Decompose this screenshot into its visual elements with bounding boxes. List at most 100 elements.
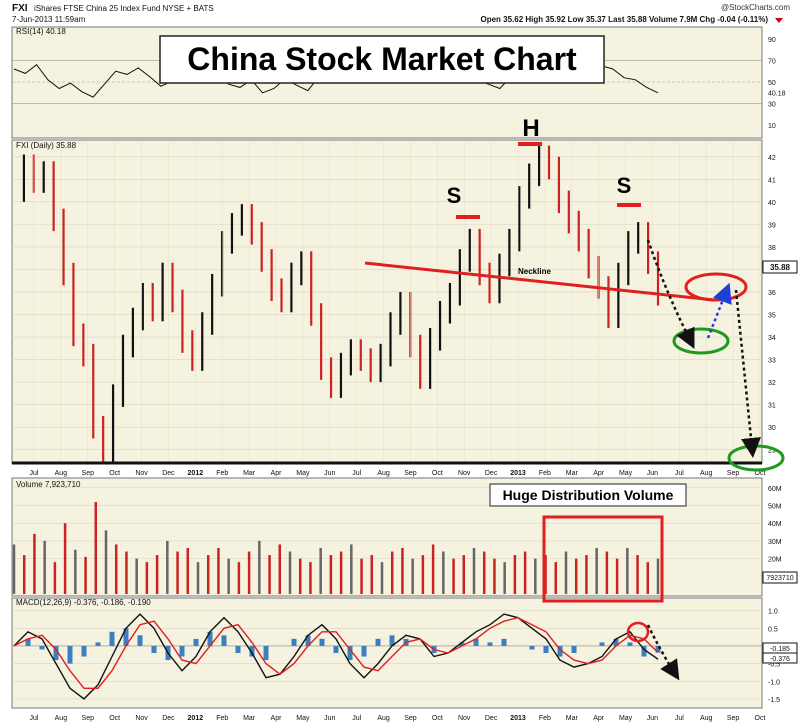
price-tick-label: 29 xyxy=(768,448,776,455)
x-tick-label: Mar xyxy=(243,470,256,477)
macd-cross-ellipse xyxy=(626,621,650,643)
final-drop-arrow xyxy=(734,289,761,458)
volume-last-tag: 7923710 xyxy=(762,571,798,584)
x-tick-label: Jun xyxy=(647,715,658,722)
x-tick-label: Sep xyxy=(727,715,740,722)
price-tick-label: 34 xyxy=(768,335,776,342)
price-tick-label: 30 xyxy=(768,425,776,432)
x-tick-label: Dec xyxy=(162,470,175,477)
x-tick-label: Jul xyxy=(30,470,39,477)
x-tick-label: Oct xyxy=(109,470,120,477)
rsi-tick-label: 90 xyxy=(768,37,776,44)
x-tick-label: Jul xyxy=(30,715,39,722)
rsi-tick-label: 10 xyxy=(768,123,776,130)
macd-signal-line xyxy=(13,616,659,689)
price-tick-label: 42 xyxy=(768,155,776,162)
x-tick-label: Jun xyxy=(324,470,335,477)
price-tick-label: 31 xyxy=(768,403,776,410)
x-tick-label: Aug xyxy=(55,470,68,477)
x-tick-label: Jul xyxy=(675,470,684,477)
x-tick-label: Feb xyxy=(539,470,551,477)
price-tick-label: 38 xyxy=(768,245,776,252)
price-tick-label: 32 xyxy=(768,380,776,387)
copyright-label: @StockCharts.com xyxy=(721,3,790,12)
x-tick-label: Feb xyxy=(216,715,228,722)
svg-text:-0.376: -0.376 xyxy=(770,656,790,663)
rsi-tick-label: 70 xyxy=(768,58,776,65)
macd-last-tag-2: -0.376 xyxy=(762,652,798,664)
macd-tick-label: 1.0 xyxy=(768,609,778,616)
neckline xyxy=(364,261,715,302)
x-tick-label: Apr xyxy=(593,715,605,722)
ticker-symbol: FXI xyxy=(12,3,28,14)
x-tick-label: Mar xyxy=(566,470,579,477)
price-tick-label: 33 xyxy=(768,358,776,365)
x-tick-label: Nov xyxy=(135,715,148,722)
price-tick-label: 36 xyxy=(768,290,776,297)
rsi-tick-label: 50 xyxy=(768,80,776,87)
x-tick-label: Feb xyxy=(216,470,228,477)
price-tick-label: 39 xyxy=(768,222,776,229)
x-tick-label: Mar xyxy=(243,715,256,722)
x-tick-label: 2012 xyxy=(188,470,204,477)
distribution-volume-box xyxy=(542,515,664,603)
rsi-tick-label: 40.18 xyxy=(768,91,786,98)
x-tick-label: Aug xyxy=(700,715,713,722)
quote-line: Open 35.62 High 35.92 Low 35.37 Last 35.… xyxy=(480,15,768,24)
x-tick-label: Sep xyxy=(82,715,95,722)
projected-drop-arrow xyxy=(646,239,695,349)
date-line: 7-Jun-2013 11:59am xyxy=(12,15,86,24)
dropdown-icon[interactable] xyxy=(775,18,783,23)
x-tick-label: Jun xyxy=(324,715,335,722)
x-tick-label: Oct xyxy=(432,470,443,477)
price-legend: FXI (Daily) 35.88 xyxy=(16,141,77,150)
x-tick-label: Nov xyxy=(458,715,471,722)
volume-tick-label: 60M xyxy=(768,486,782,493)
x-tick-label: May xyxy=(296,470,310,477)
x-tick-label: Oct xyxy=(432,715,443,722)
x-tick-label: May xyxy=(619,470,633,477)
head-label: H xyxy=(522,115,539,142)
macd-tick-label: -1.0 xyxy=(768,679,780,686)
x-tick-label: Apr xyxy=(271,715,283,722)
x-tick-label: Sep xyxy=(404,715,417,722)
retest-bounce-arrow xyxy=(706,282,732,339)
price-tick-label: 40 xyxy=(768,200,776,207)
x-tick-label: Jul xyxy=(352,715,361,722)
macd-tick-label: 0.5 xyxy=(768,626,778,633)
macd-down-arrow xyxy=(646,624,680,681)
volume-tick-label: 50M xyxy=(768,504,782,511)
x-tick-label: 2013 xyxy=(510,470,526,477)
macd-last-tag-1: -0.185 xyxy=(762,642,798,654)
x-tick-label: Apr xyxy=(271,470,283,477)
x-tick-label: 2012 xyxy=(188,715,204,722)
title-box xyxy=(159,35,605,84)
volume-callout-box xyxy=(489,483,687,507)
x-tick-label: Feb xyxy=(539,715,551,722)
price-tick-label: 35 xyxy=(768,313,776,320)
macd-tick-label: -1.5 xyxy=(768,697,780,704)
x-tick-label: Apr xyxy=(593,470,605,477)
x-tick-label: Sep xyxy=(82,470,95,477)
x-tick-label: May xyxy=(296,715,310,722)
chart-title: China Stock Market Chart xyxy=(187,41,577,77)
volume-tick-label: 20M xyxy=(768,557,782,564)
x-tick-label: Sep xyxy=(727,470,740,477)
svg-text:7923710: 7923710 xyxy=(766,575,793,582)
first-target-ellipse xyxy=(672,327,730,355)
x-tick-label: Aug xyxy=(377,470,390,477)
x-tick-label: Aug xyxy=(55,715,68,722)
rsi-legend: RSI(14) 40.18 xyxy=(16,27,66,36)
x-tick-label: Oct xyxy=(109,715,120,722)
volume-tick-label: 30M xyxy=(768,539,782,546)
macd-tick-label: -0.5 xyxy=(768,662,780,669)
macd-legend: MACD(12,26,9) -0.376, -0.186, -0.190 xyxy=(16,598,151,607)
macd-line xyxy=(13,613,659,700)
x-tick-label: Jul xyxy=(675,715,684,722)
x-tick-label: Jul xyxy=(352,470,361,477)
x-tick-label: Dec xyxy=(485,470,498,477)
x-tick-label: Aug xyxy=(377,715,390,722)
x-tick-label: Oct xyxy=(755,470,766,477)
neckline-label: Neckline xyxy=(518,267,551,276)
